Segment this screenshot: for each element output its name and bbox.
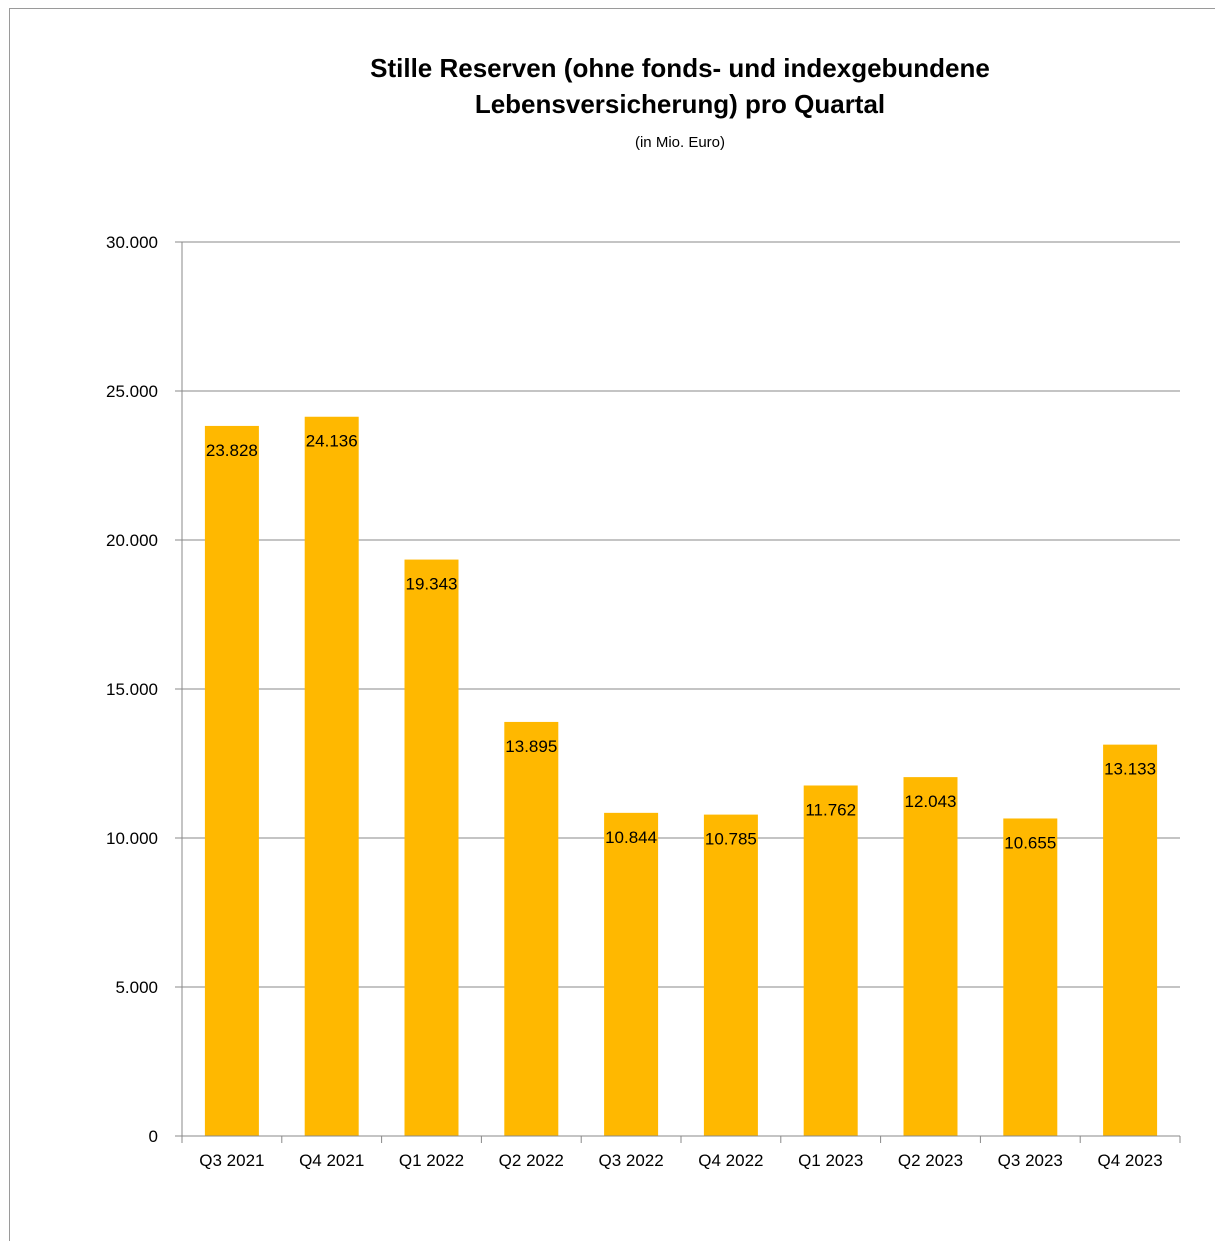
x-tick-label-7: Q2 2023 bbox=[898, 1151, 963, 1170]
bar-q3-2022 bbox=[604, 812, 659, 1136]
x-tick-label-1: Q4 2021 bbox=[299, 1151, 364, 1170]
x-tick-label-3: Q2 2022 bbox=[499, 1151, 564, 1170]
y-tick-label-6: 30.000 bbox=[106, 233, 158, 252]
x-tick-label-5: Q4 2022 bbox=[698, 1151, 763, 1170]
data-label-8: 10.655 bbox=[1004, 833, 1056, 852]
y-tick-label-1: 5.000 bbox=[115, 978, 158, 997]
chart-subtitle: (in Mio. Euro) bbox=[634, 134, 726, 151]
bar-q2-2022 bbox=[504, 721, 559, 1136]
x-tick-label-2: Q1 2022 bbox=[399, 1151, 464, 1170]
data-label-6: 11.762 bbox=[805, 800, 856, 819]
x-tick-label-4: Q3 2022 bbox=[598, 1151, 663, 1170]
data-label-5: 10.785 bbox=[705, 830, 757, 849]
bar-q1-2022 bbox=[404, 559, 459, 1136]
bars bbox=[204, 416, 1158, 1136]
bar-q1-2023 bbox=[803, 785, 858, 1136]
y-tick-label-0: 0 bbox=[149, 1127, 158, 1146]
axes: 0 5.000 10.000 15.000 20.000 25.000 30.000 Q3 2… bbox=[106, 233, 1181, 1170]
y-tick-label-5: 25.000 bbox=[106, 382, 158, 401]
bar-q4-2022 bbox=[703, 814, 758, 1136]
chart-title: Stille Reserven (ohne fonds- und indexge… bbox=[180, 50, 1180, 122]
x-tick-label-0: Q3 2021 bbox=[199, 1151, 264, 1170]
bar-q3-2023 bbox=[1003, 818, 1058, 1136]
y-tick-label-4: 20.000 bbox=[106, 531, 158, 550]
data-labels: 23.828 24.136 19.343 13.895 10.844 10.785 11.7… bbox=[206, 432, 1156, 853]
chart-title-line-2: Lebensversicherung) pro Quartal bbox=[474, 89, 886, 119]
data-label-9: 13.133 bbox=[1104, 760, 1156, 779]
data-label-7: 12.043 bbox=[905, 792, 957, 811]
y-tick-label-3: 15.000 bbox=[106, 680, 158, 699]
data-label-1: 24.136 bbox=[306, 432, 358, 451]
data-label-4: 10.844 bbox=[605, 828, 657, 847]
data-label-0: 23.828 bbox=[206, 441, 258, 460]
data-label-3: 13.895 bbox=[505, 737, 557, 756]
y-tick-label-2: 10.000 bbox=[106, 829, 158, 848]
data-label-2: 19.343 bbox=[406, 575, 458, 594]
bar-q2-2023 bbox=[903, 777, 958, 1136]
x-tick-label-8: Q3 2023 bbox=[998, 1151, 1063, 1170]
x-tick-label-6: Q1 2023 bbox=[798, 1151, 863, 1170]
x-tick-label-9: Q4 2023 bbox=[1097, 1151, 1162, 1170]
bar-q4-2023 bbox=[1103, 744, 1158, 1136]
chart-title-line-1: Stille Reserven (ohne fonds- und indexge… bbox=[370, 53, 990, 83]
bar-q3-2021 bbox=[204, 425, 259, 1136]
bar-q4-2021 bbox=[304, 416, 359, 1136]
